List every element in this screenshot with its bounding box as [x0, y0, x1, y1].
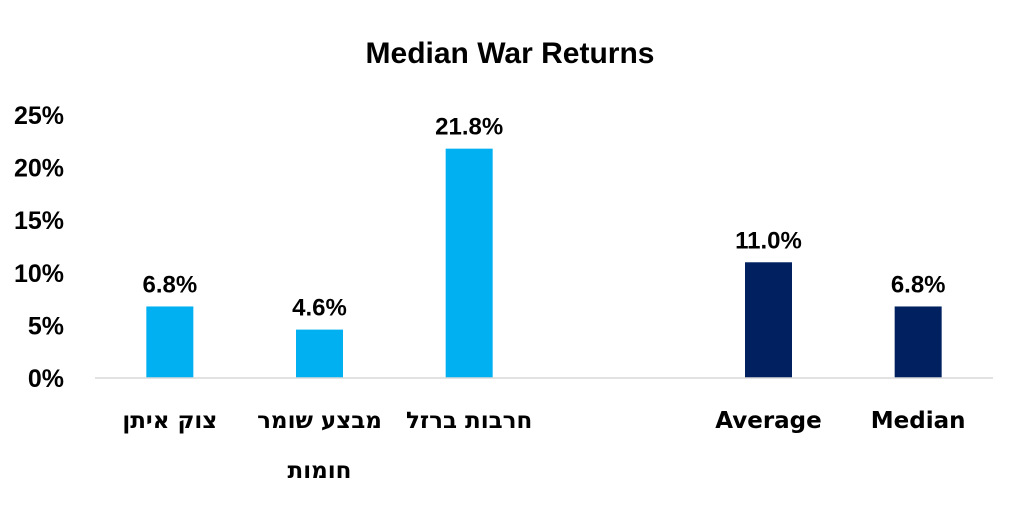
data-label: 4.6%	[292, 295, 347, 322]
y-tick-label: 15%	[14, 207, 64, 235]
data-labels: 6.8% 4.6% 21.8% 11.0% 6.8%	[142, 114, 945, 322]
y-axis: 0% 5% 10% 15% 20% 25%	[14, 102, 64, 393]
y-tick-label: 20%	[14, 155, 64, 183]
bar	[146, 306, 194, 378]
data-label: 6.8%	[891, 271, 946, 298]
x-tick-label: Median	[871, 408, 966, 434]
bar	[894, 306, 942, 378]
bar	[296, 329, 343, 378]
data-label: 6.8%	[142, 271, 197, 298]
x-tick-label: חומות	[288, 458, 352, 484]
x-tick-label: Average	[715, 408, 822, 434]
bar	[445, 148, 493, 378]
y-tick-label: 5%	[28, 312, 64, 340]
y-tick-label: 0%	[28, 365, 64, 393]
bars	[146, 148, 942, 378]
x-axis-labels: צוק איתן מבצע שומר חומות חרבות ברזל Average M…	[122, 408, 965, 484]
x-tick-label: מבצע שומר	[257, 408, 382, 434]
y-tick-label: 25%	[14, 102, 64, 130]
data-label: 21.8%	[435, 114, 503, 141]
chart-title: Median War Returns	[366, 37, 655, 70]
x-tick-label: חרבות ברזל	[406, 408, 532, 434]
bar	[745, 262, 792, 378]
data-label: 11.0%	[735, 227, 802, 254]
y-tick-label: 10%	[14, 260, 64, 288]
x-tick-label: צוק איתן	[122, 408, 217, 434]
